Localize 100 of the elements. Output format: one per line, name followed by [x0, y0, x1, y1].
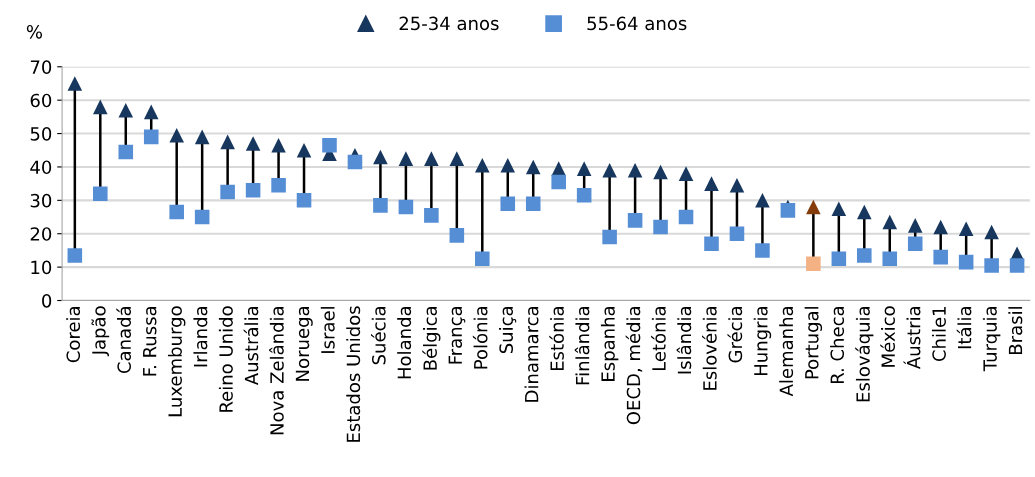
x-tick-label: Austrália	[243, 307, 259, 386]
y-axis-title: %	[26, 24, 43, 39]
point	[424, 151, 439, 166]
point	[933, 219, 948, 235]
point	[958, 221, 974, 236]
x-tick-label: Eslovénia	[702, 307, 717, 390]
x-tick-label: Chile1	[931, 307, 946, 362]
x-tick-label: Portugal	[804, 307, 823, 379]
point	[271, 137, 286, 153]
point	[933, 249, 948, 265]
point	[653, 219, 668, 235]
point	[500, 158, 516, 173]
point	[806, 199, 821, 215]
point	[143, 129, 159, 145]
point	[857, 248, 872, 263]
x-tick-label: Turquia	[982, 307, 1001, 372]
point	[907, 236, 923, 252]
y-tick-label: 40	[30, 160, 52, 175]
point	[984, 258, 999, 273]
point	[373, 149, 388, 165]
y-tick-label: 20	[30, 227, 52, 241]
point	[169, 204, 184, 220]
x-tick-label: Luxemburgo	[167, 306, 186, 417]
y-tick-label: 70	[30, 60, 52, 74]
point	[729, 226, 745, 242]
x-tick-label: Grécia	[727, 307, 743, 363]
x-tick-label: Israel	[320, 307, 335, 353]
point	[653, 164, 668, 180]
x-tick-label: Japão	[91, 306, 110, 357]
point	[245, 136, 261, 151]
point	[296, 142, 312, 158]
y-tick-label: 0	[42, 293, 52, 308]
x-tick-label: Eslováquia	[855, 307, 874, 402]
point	[93, 186, 108, 201]
point	[245, 183, 261, 198]
y-tick-label: 60	[30, 93, 52, 108]
point	[398, 151, 414, 166]
point	[67, 76, 83, 91]
point	[322, 137, 337, 153]
x-tick-label: Estados Unidos	[346, 306, 361, 442]
point	[169, 127, 184, 143]
point	[755, 193, 770, 208]
point	[373, 198, 388, 213]
x-tick-label: Holanda	[397, 307, 412, 379]
x-tick-label: Bélgica	[422, 307, 441, 370]
point	[525, 159, 541, 175]
point	[194, 209, 210, 225]
y-tick-label: 50	[30, 127, 52, 141]
point	[984, 224, 999, 240]
point	[525, 196, 541, 211]
x-tick-label: Itália	[956, 307, 972, 349]
x-tick-label: Dinamarca	[524, 307, 539, 402]
x-tick-label: Estónia	[549, 307, 564, 371]
legend-label: 25-34 anos	[399, 16, 499, 31]
point	[806, 256, 821, 272]
point	[424, 208, 439, 223]
point	[500, 196, 516, 211]
x-tick-label: Canadá	[116, 307, 132, 374]
point	[576, 161, 592, 176]
point	[551, 174, 566, 190]
x-tick-label: Coreia	[66, 307, 81, 363]
point	[882, 214, 898, 230]
point	[143, 104, 159, 120]
point	[67, 248, 83, 263]
x-tick-label: Finlândia	[574, 307, 590, 385]
point	[118, 102, 134, 118]
x-tick-label: F. Russa	[143, 307, 157, 376]
point	[475, 158, 490, 173]
x-tick-label: França	[448, 307, 466, 364]
point	[704, 236, 719, 252]
x-tick-label: Letónia	[651, 307, 666, 371]
point	[398, 199, 414, 215]
point	[755, 243, 770, 258]
point	[882, 251, 898, 267]
point	[194, 129, 210, 145]
point	[907, 218, 923, 233]
point	[704, 176, 719, 191]
point	[449, 228, 465, 243]
point	[729, 178, 745, 193]
x-tick-label: Noruega	[295, 307, 313, 381]
point	[602, 229, 617, 245]
point	[857, 204, 872, 220]
x-tick-label: Áustria	[903, 307, 921, 370]
point	[449, 151, 465, 166]
point	[220, 134, 235, 150]
point	[347, 154, 363, 170]
point	[958, 254, 974, 270]
x-tick-label: Islândia	[676, 307, 692, 374]
point	[475, 251, 490, 267]
point	[93, 99, 108, 115]
point	[118, 144, 134, 160]
x-tick-label: Reino Unido	[218, 306, 233, 412]
x-tick-label: Irlanda	[193, 307, 208, 367]
legend-label: 55-64 anos	[587, 16, 687, 31]
point	[220, 184, 235, 200]
y-tick-label: 30	[30, 193, 52, 208]
point	[831, 201, 847, 216]
y-tick-label: 10	[31, 260, 52, 275]
x-tick-label: OECD, média	[625, 307, 643, 425]
x-tick-label: México	[880, 306, 895, 367]
